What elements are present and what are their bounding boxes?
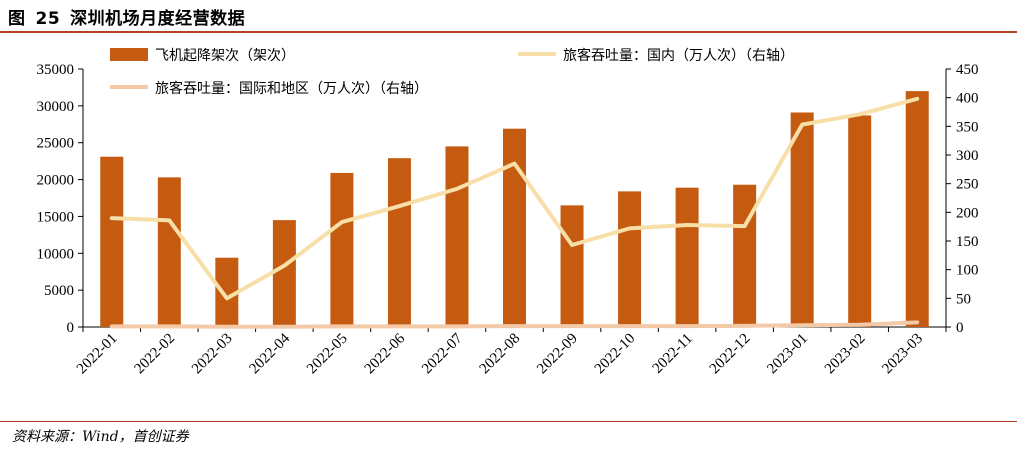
bar bbox=[330, 172, 354, 327]
bar bbox=[848, 115, 872, 327]
right-tick-label: 200 bbox=[956, 205, 979, 221]
right-tick-label: 50 bbox=[956, 291, 971, 307]
bar bbox=[560, 205, 584, 327]
right-tick-label: 350 bbox=[956, 119, 979, 135]
left-tick-label: 20000 bbox=[37, 173, 75, 189]
legend-intl-label: 旅客吞吐量：国际和地区（万人次）（右轴） bbox=[155, 80, 428, 97]
bar bbox=[272, 220, 296, 327]
figure-number: 25 bbox=[35, 9, 61, 29]
x-tick-label: 2023-03 bbox=[879, 331, 926, 378]
right-tick-label: 450 bbox=[956, 62, 979, 78]
line-series bbox=[109, 96, 920, 329]
source-note: 资料来源：Wind，首创证券 bbox=[12, 429, 189, 445]
x-tick-label: 2022-06 bbox=[362, 330, 409, 377]
bar bbox=[215, 257, 239, 327]
legend-bar-label: 飞机起降架次（架次） bbox=[155, 48, 295, 64]
right-tick-label: 300 bbox=[956, 148, 979, 164]
figure-title: 图 25 深圳机场月度经营数据 bbox=[8, 4, 245, 29]
left-tick-label: 0 bbox=[67, 320, 75, 336]
x-tick-label: 2022-10 bbox=[592, 331, 639, 378]
x-tick-label: 2022-03 bbox=[189, 331, 236, 378]
x-tick-label: 2022-12 bbox=[707, 331, 754, 378]
international-passenger-line bbox=[109, 320, 920, 329]
legend: 飞机起降架次（架次） 旅客吞吐量：国内（万人次）（右轴） 旅客吞吐量：国际和地区（万… bbox=[110, 47, 794, 97]
bar bbox=[100, 156, 124, 327]
x-tick-label: 2022-05 bbox=[304, 331, 351, 378]
right-tick-label: 250 bbox=[956, 177, 979, 193]
bar bbox=[387, 158, 411, 327]
legend-domestic-label: 旅客吞吐量：国内（万人次）（右轴） bbox=[563, 47, 794, 64]
left-tick-label: 35000 bbox=[37, 62, 75, 78]
x-tick-label: 2022-07 bbox=[419, 330, 466, 377]
left-tick-label: 10000 bbox=[37, 246, 75, 262]
right-tick-label: 0 bbox=[956, 320, 964, 336]
bar bbox=[503, 128, 526, 327]
figure-title-text: 深圳机场月度经营数据 bbox=[70, 9, 246, 29]
bar bbox=[905, 91, 929, 327]
title-rule bbox=[0, 31, 1017, 33]
figure-label: 图 bbox=[8, 9, 26, 29]
right-tick-label: 400 bbox=[956, 91, 979, 107]
x-tick-label: 2023-01 bbox=[764, 331, 811, 378]
bar bbox=[445, 146, 469, 327]
right-tick-label: 100 bbox=[956, 263, 979, 279]
bar bbox=[618, 191, 642, 327]
x-tick-label: 2022-01 bbox=[74, 331, 121, 378]
right-tick-label: 150 bbox=[956, 234, 979, 250]
x-tick-label: 2022-11 bbox=[650, 331, 696, 377]
left-tick-label: 15000 bbox=[37, 209, 75, 225]
legend-bar-swatch bbox=[110, 48, 148, 61]
x-tick-label: 2022-02 bbox=[131, 331, 178, 378]
bar-series bbox=[100, 91, 929, 328]
x-tick-label: 2023-02 bbox=[822, 331, 869, 378]
bar bbox=[733, 184, 757, 327]
x-tick-label: 2022-04 bbox=[247, 330, 294, 377]
x-tick-label: 2022-08 bbox=[477, 331, 524, 378]
source-rule bbox=[0, 421, 1017, 422]
bar bbox=[675, 187, 699, 327]
bar bbox=[790, 112, 814, 328]
x-tick-label: 2022-09 bbox=[534, 331, 581, 378]
left-tick-label: 25000 bbox=[37, 136, 75, 152]
domestic-passenger-line bbox=[109, 96, 920, 301]
left-tick-label: 30000 bbox=[37, 99, 75, 115]
chart: 0 5000 10000 15000 20000 25000 30000 35000 0 50 10… bbox=[37, 47, 979, 378]
left-tick-label: 5000 bbox=[44, 283, 74, 299]
bar bbox=[157, 177, 181, 327]
